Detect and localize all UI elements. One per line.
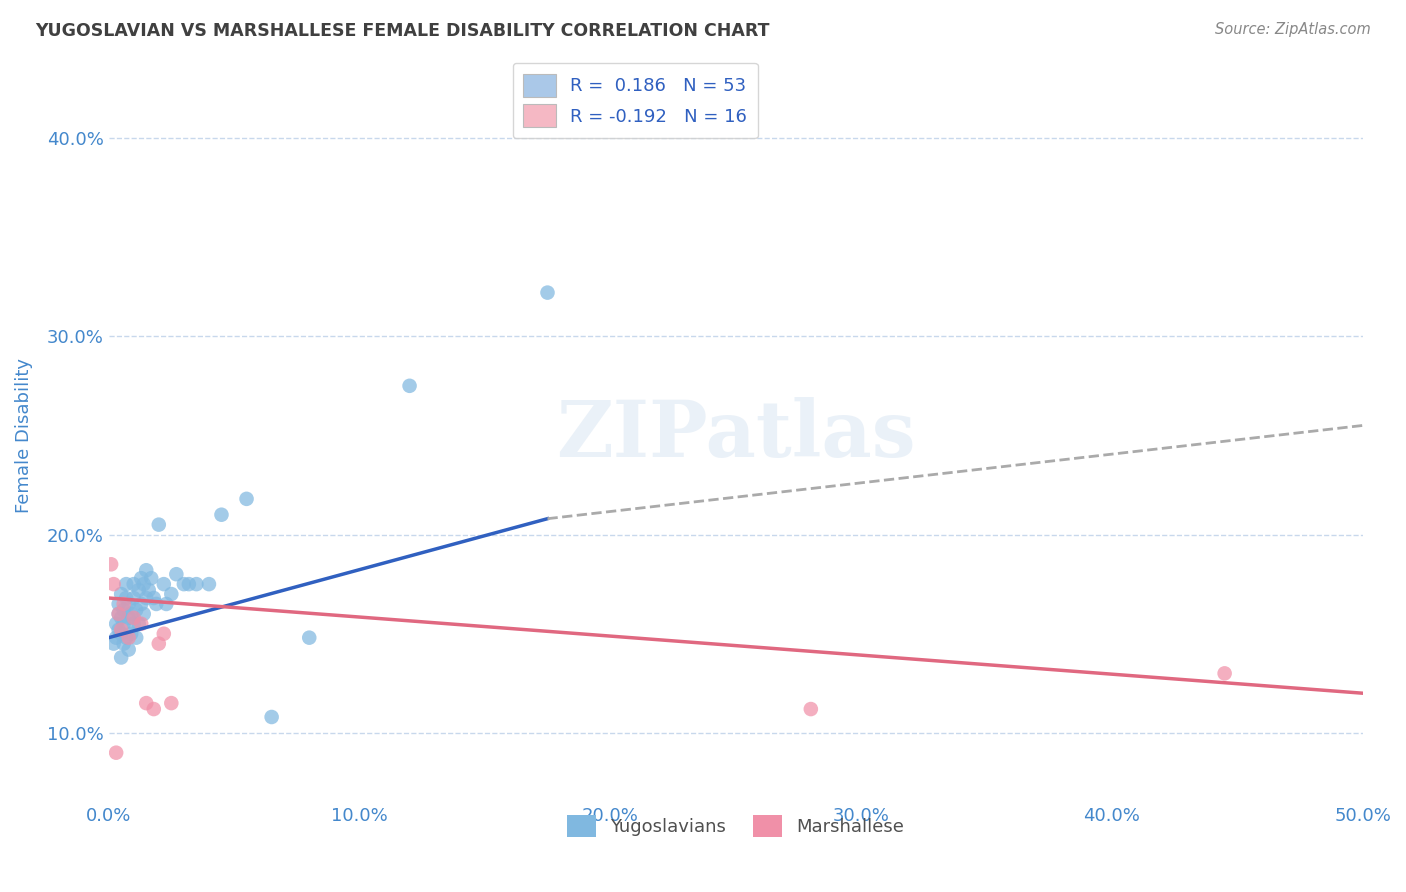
Point xyxy=(141,571,163,585)
Point xyxy=(103,577,125,591)
Point xyxy=(135,563,157,577)
Point xyxy=(110,611,132,625)
Point xyxy=(110,650,132,665)
Point xyxy=(152,577,174,591)
Point xyxy=(112,616,135,631)
Point xyxy=(165,567,187,582)
Point xyxy=(198,577,221,591)
Point xyxy=(160,696,183,710)
Point xyxy=(148,637,170,651)
Point xyxy=(132,577,155,591)
Point xyxy=(260,710,283,724)
Y-axis label: Female Disability: Female Disability xyxy=(15,358,32,513)
Point xyxy=(129,616,152,631)
Point xyxy=(142,702,165,716)
Point xyxy=(118,631,141,645)
Point xyxy=(115,577,138,591)
Point xyxy=(129,571,152,585)
Point xyxy=(110,587,132,601)
Point xyxy=(122,611,145,625)
Point xyxy=(132,607,155,621)
Point xyxy=(107,597,129,611)
Point xyxy=(138,583,160,598)
Point xyxy=(112,637,135,651)
Point xyxy=(105,746,128,760)
Text: YUGOSLAVIAN VS MARSHALLESE FEMALE DISABILITY CORRELATION CHART: YUGOSLAVIAN VS MARSHALLESE FEMALE DISABI… xyxy=(35,22,769,40)
Point xyxy=(122,616,145,631)
Point xyxy=(128,616,150,631)
Point xyxy=(118,611,141,625)
Point xyxy=(155,597,177,611)
Point xyxy=(120,607,142,621)
Point xyxy=(118,597,141,611)
Point xyxy=(135,591,157,605)
Point xyxy=(800,702,823,716)
Point xyxy=(135,696,157,710)
Point xyxy=(107,623,129,637)
Point xyxy=(110,626,132,640)
Point xyxy=(120,626,142,640)
Point xyxy=(122,591,145,605)
Point xyxy=(177,577,200,591)
Point xyxy=(107,607,129,621)
Legend: Yugoslavians, Marshallese: Yugoslavians, Marshallese xyxy=(560,808,911,845)
Point xyxy=(235,491,257,506)
Point xyxy=(125,603,148,617)
Text: ZIPatlas: ZIPatlas xyxy=(555,398,915,474)
Point xyxy=(122,577,145,591)
Point xyxy=(173,577,195,591)
Point xyxy=(186,577,208,591)
Point xyxy=(112,603,135,617)
Point xyxy=(100,558,122,572)
Point xyxy=(105,616,128,631)
Point xyxy=(160,587,183,601)
Point xyxy=(536,285,558,300)
Point xyxy=(118,642,141,657)
Point xyxy=(211,508,233,522)
Point xyxy=(105,631,128,645)
Point xyxy=(112,597,135,611)
Point xyxy=(115,631,138,645)
Point xyxy=(142,591,165,605)
Point xyxy=(152,626,174,640)
Point xyxy=(1213,666,1236,681)
Point xyxy=(103,637,125,651)
Point xyxy=(145,597,167,611)
Text: Source: ZipAtlas.com: Source: ZipAtlas.com xyxy=(1215,22,1371,37)
Point xyxy=(129,597,152,611)
Point xyxy=(298,631,321,645)
Point xyxy=(110,623,132,637)
Point xyxy=(148,517,170,532)
Point xyxy=(128,583,150,598)
Point xyxy=(398,379,420,393)
Point xyxy=(125,631,148,645)
Point xyxy=(115,591,138,605)
Point xyxy=(107,607,129,621)
